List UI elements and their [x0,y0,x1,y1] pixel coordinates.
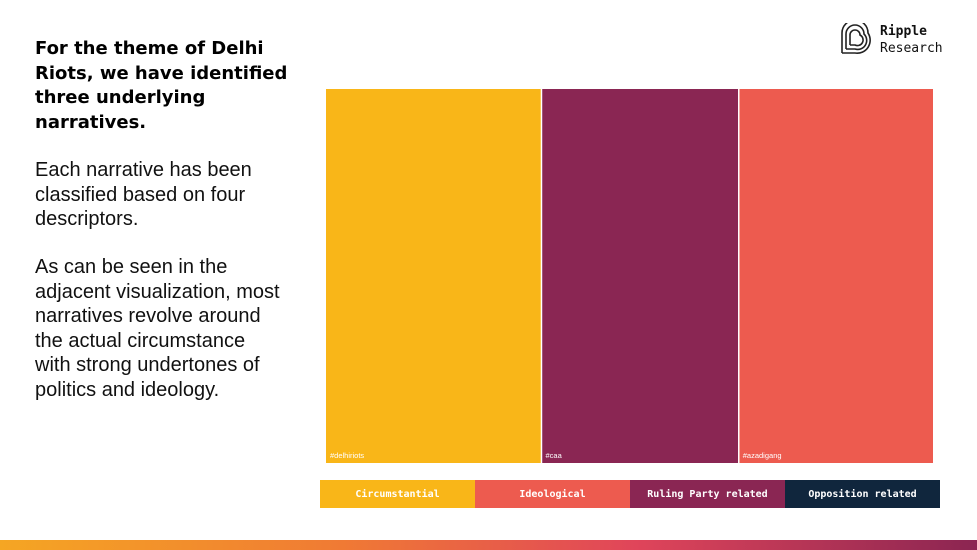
legend-item-circumstantial: Circumstantial [320,480,475,508]
narratives-treemap: #delhiriots #caa #azadigang [326,89,933,463]
logo-line-2: Research [880,41,943,56]
legend-item-ideological: Ideological [475,480,630,508]
treemap-label-azadigang: #azadigang [743,451,782,460]
logo-wordmark: Ripple Research [880,23,943,57]
ripple-research-logo: Ripple Research [838,20,943,60]
treemap-cell-caa [542,89,739,463]
visualization-paragraph: As can be seen in the adjacent visualiza… [35,256,280,401]
logo-line-1: Ripple [880,24,927,39]
descriptors-paragraph: Each narrative has been classified based… [35,159,252,230]
ripple-logo-icon [841,23,871,54]
legend-item-ruling-party-related: Ruling Party related [630,480,785,508]
treemap-cell-azadigang [739,89,933,463]
narratives-heading: For the theme of Delhi Riots, we have id… [35,38,288,133]
legend-item-opposition-related: Opposition related [785,480,940,508]
treemap-cell-delhiriots [326,89,541,463]
treemap-label-caa: #caa [545,451,562,460]
descriptor-legend: Circumstantial Ideological Ruling Party re… [320,480,940,508]
treemap-label-delhiriots: #delhiriots [330,451,364,460]
bottom-gradient-bar [0,540,977,550]
